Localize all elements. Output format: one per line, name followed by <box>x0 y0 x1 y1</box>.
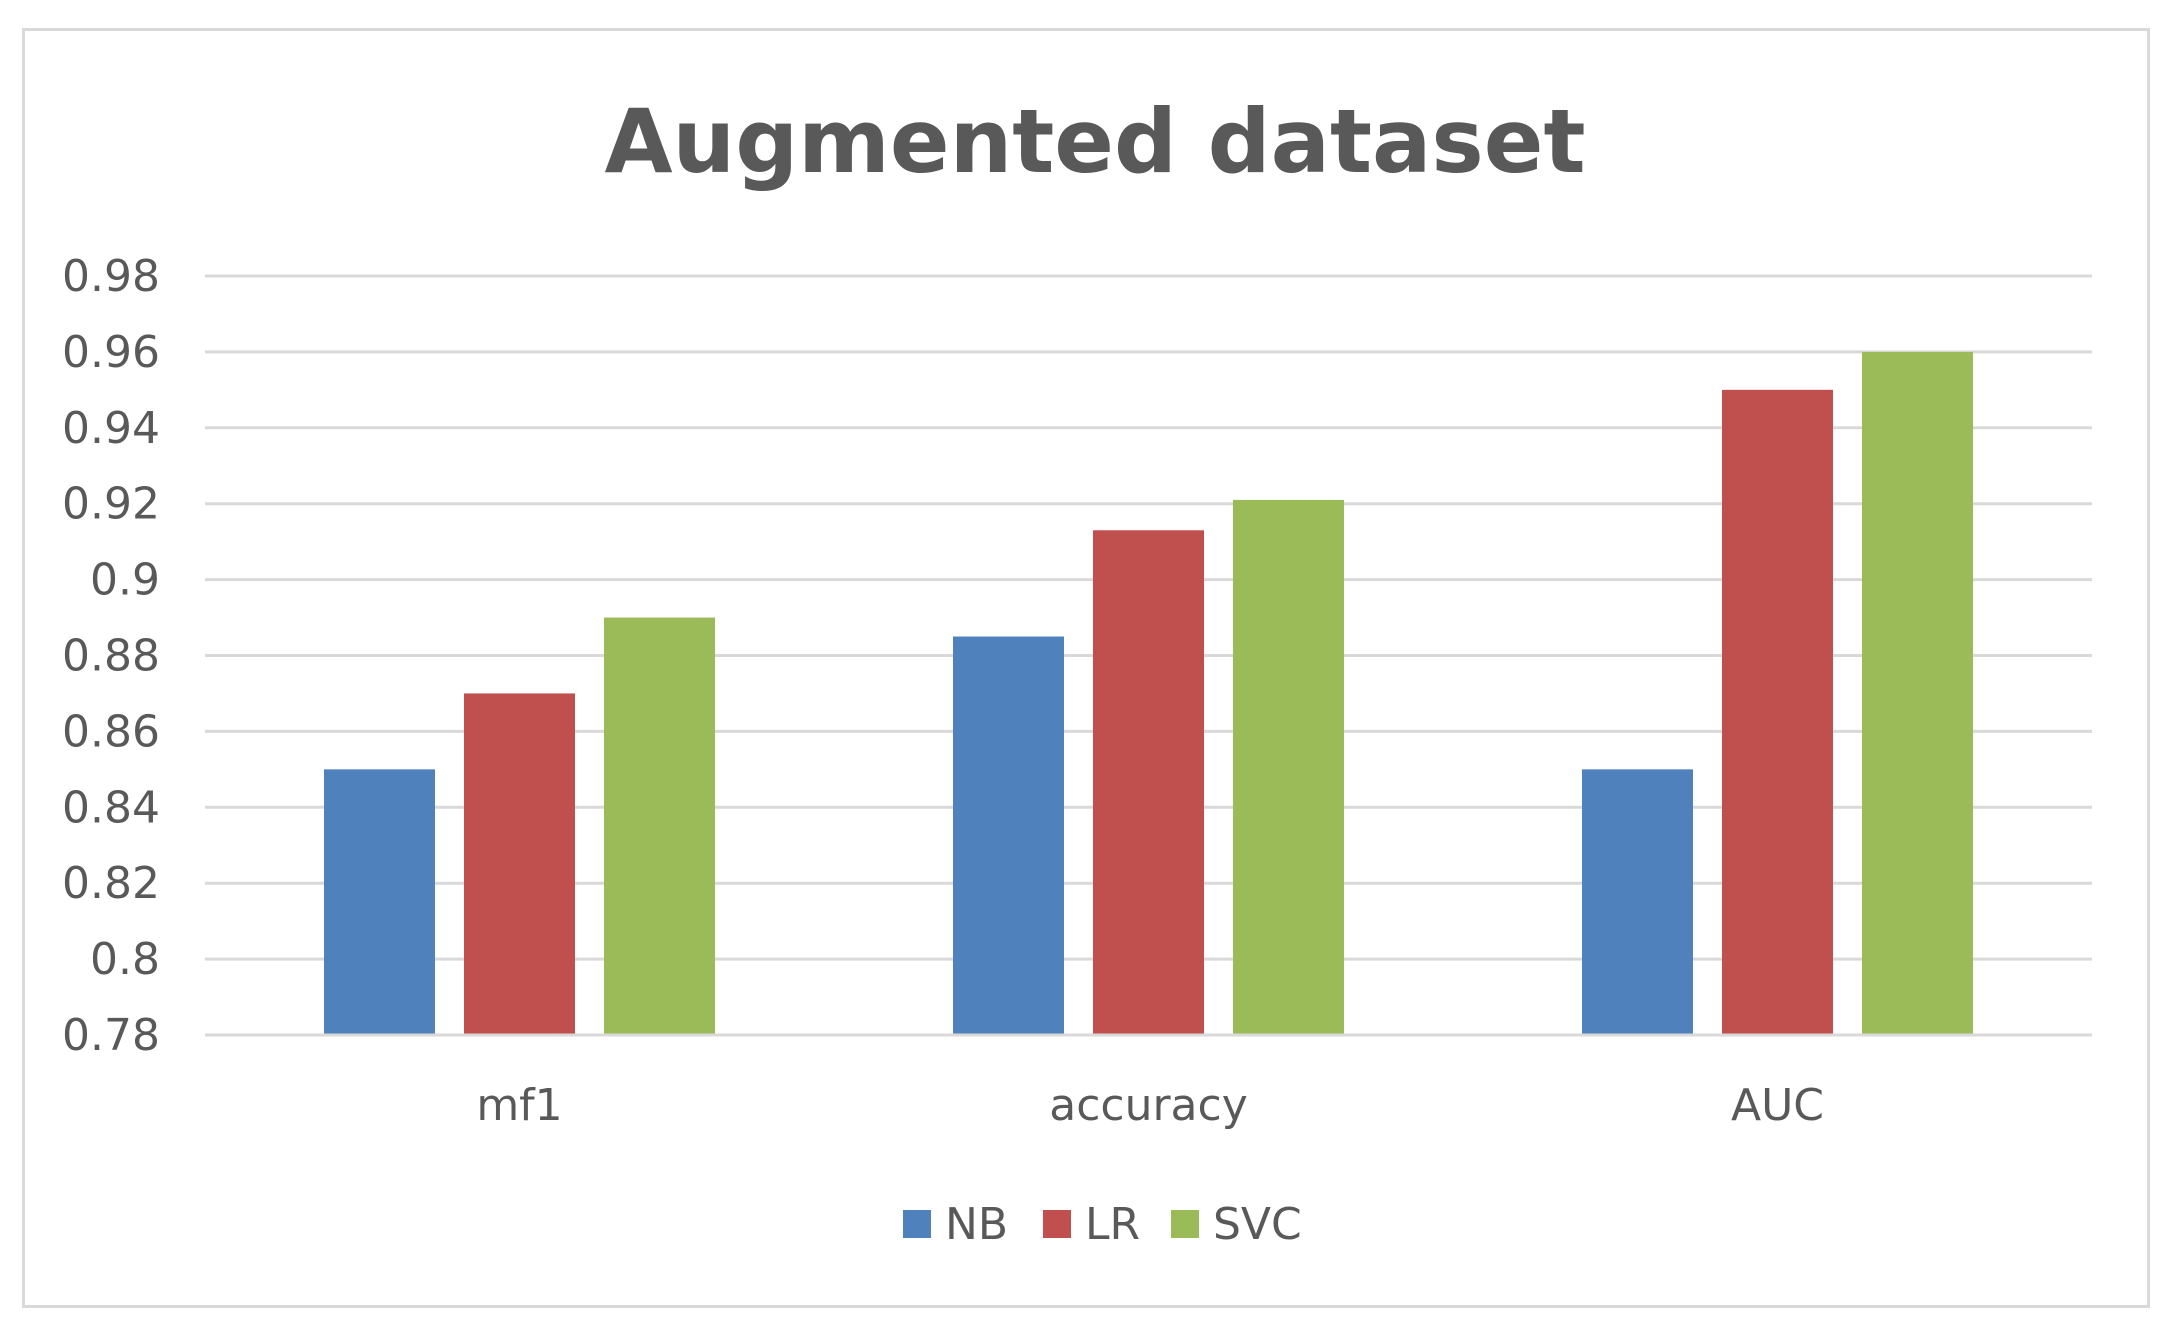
x-category-label: accuracy <box>1049 1080 1248 1131</box>
y-tick-label: 0.8 <box>90 934 160 985</box>
bar-svc-mf1 <box>604 617 715 1035</box>
legend: NB LR SVC <box>903 1199 1302 1250</box>
y-axis-ticks: 0.78 0.8 0.82 0.84 0.86 0.88 0.9 0.92 0.94 0.96 0.… <box>62 251 160 1061</box>
legend-label-nb: NB <box>945 1199 1008 1250</box>
bar-lr-mf1 <box>464 693 575 1035</box>
y-tick-label: 0.98 <box>62 251 160 302</box>
bar-nb-accuracy <box>953 636 1064 1035</box>
x-axis-categories: mf1 accuracy AUC <box>476 1080 1824 1131</box>
y-tick-label: 0.82 <box>62 858 160 909</box>
chart-title: Augmented dataset <box>604 90 1585 193</box>
y-tick-label: 0.86 <box>62 706 160 757</box>
y-tick-label: 0.84 <box>62 782 160 833</box>
bar-svc-auc <box>1862 351 1973 1035</box>
y-tick-label: 0.88 <box>62 631 160 682</box>
legend-swatch-nb <box>903 1210 931 1238</box>
bar-nb-auc <box>1582 769 1693 1035</box>
bars <box>324 351 1973 1036</box>
legend-swatch-svc <box>1171 1210 1199 1238</box>
y-tick-label: 0.96 <box>62 327 160 378</box>
y-tick-label: 0.92 <box>62 479 160 530</box>
legend-label-svc: SVC <box>1213 1199 1302 1250</box>
bar-lr-accuracy <box>1093 530 1204 1035</box>
bar-svc-accuracy <box>1233 499 1344 1035</box>
legend-swatch-lr <box>1043 1210 1071 1238</box>
y-tick-label: 0.78 <box>62 1010 160 1061</box>
x-category-label: AUC <box>1731 1080 1824 1131</box>
bar-lr-auc <box>1722 389 1833 1036</box>
legend-label-lr: LR <box>1085 1199 1140 1250</box>
x-category-label: mf1 <box>476 1080 562 1131</box>
bar-nb-mf1 <box>324 769 435 1035</box>
y-tick-label: 0.9 <box>90 555 160 606</box>
y-tick-label: 0.94 <box>62 403 160 454</box>
